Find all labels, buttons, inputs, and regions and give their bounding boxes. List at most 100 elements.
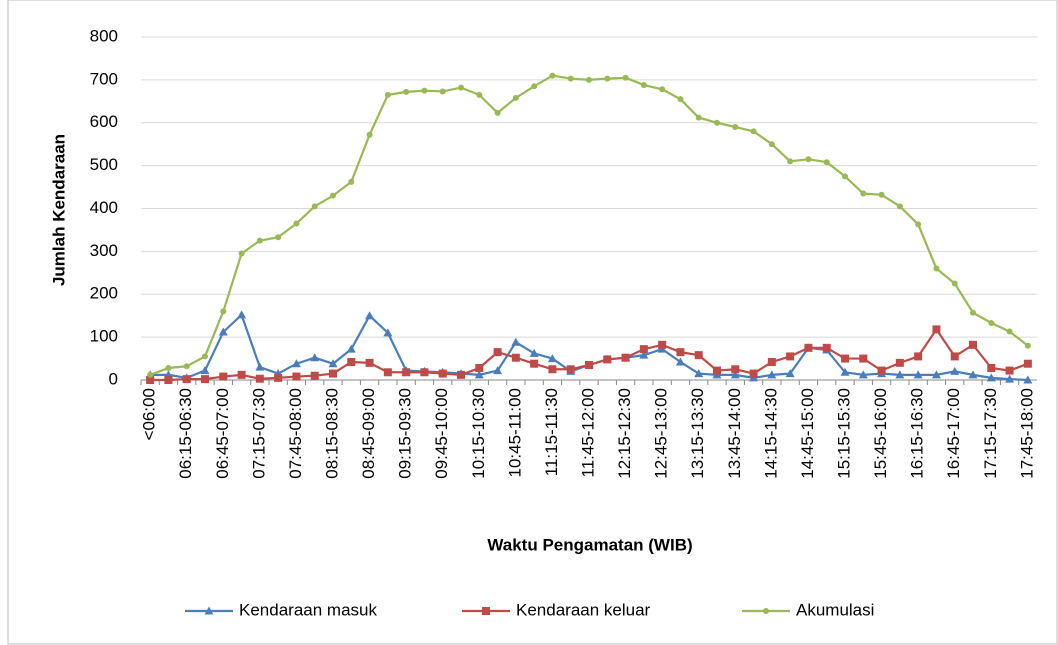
marker — [511, 337, 521, 346]
marker — [1005, 374, 1015, 383]
x-tick-label: 13:15-13:30 — [688, 388, 707, 479]
marker — [165, 364, 172, 371]
marker — [658, 340, 667, 349]
marker — [220, 308, 227, 315]
marker — [604, 75, 611, 82]
x-tick-label: 10:45-11:00 — [505, 388, 524, 477]
marker — [621, 353, 630, 362]
x-tick-label: 14:15-14:30 — [761, 388, 780, 479]
marker — [787, 158, 794, 165]
y-tick-label: 500 — [90, 155, 118, 174]
marker — [896, 203, 903, 210]
marker — [915, 221, 922, 228]
marker — [346, 344, 356, 353]
marker — [438, 369, 447, 378]
marker — [859, 354, 868, 363]
marker — [493, 366, 503, 375]
x-tick-label: 12:45-13:00 — [652, 388, 671, 479]
marker — [713, 366, 721, 375]
marker — [348, 178, 355, 185]
marker — [146, 376, 155, 384]
legend-label: Kendaraan masuk — [239, 600, 377, 619]
y-tick-label: 0 — [109, 369, 118, 388]
marker — [204, 606, 214, 615]
x-tick-label: 08:15-08:30 — [322, 388, 341, 479]
marker — [474, 370, 484, 379]
marker — [457, 370, 465, 379]
marker — [512, 94, 519, 101]
marker — [804, 343, 813, 352]
y-tick-label: 800 — [90, 26, 118, 45]
marker — [482, 607, 490, 615]
marker — [749, 369, 758, 378]
marker — [237, 310, 247, 319]
marker — [402, 368, 411, 377]
marker — [987, 363, 996, 372]
frame — [7, 0, 1058, 645]
marker — [913, 370, 923, 379]
marker — [476, 91, 483, 98]
marker — [330, 192, 336, 199]
x-tick-label: 16:45-17:00 — [944, 388, 963, 479]
y-tick-label: 700 — [90, 69, 118, 88]
x-tick-label: 09:45-10:00 — [432, 388, 451, 479]
marker — [732, 124, 739, 131]
marker — [310, 353, 320, 362]
marker — [200, 366, 210, 375]
marker — [293, 220, 300, 227]
marker — [640, 82, 647, 89]
marker — [786, 352, 795, 361]
y-tick-label: 100 — [90, 327, 118, 346]
marker — [675, 357, 685, 366]
marker — [823, 159, 830, 166]
marker — [458, 84, 464, 91]
marker — [329, 369, 337, 378]
marker — [238, 250, 245, 257]
marker — [365, 358, 374, 367]
marker — [603, 355, 612, 364]
x-tick-label: 08:45-09:00 — [359, 388, 378, 479]
marker — [255, 362, 265, 371]
x-tick-label: 06:45-07:00 — [213, 388, 232, 479]
marker — [731, 365, 740, 374]
marker — [694, 369, 704, 378]
marker — [695, 114, 702, 121]
marker — [218, 327, 228, 336]
x-tick-label: 06:15-06:30 — [176, 388, 195, 479]
marker — [950, 366, 960, 375]
marker — [511, 353, 520, 362]
marker — [439, 88, 446, 95]
x-tick-label: 17:45-18:00 — [1017, 388, 1036, 479]
marker — [182, 375, 191, 384]
marker — [1005, 366, 1014, 375]
marker — [1023, 359, 1032, 368]
marker — [567, 75, 574, 82]
marker — [714, 119, 720, 126]
marker — [950, 352, 959, 361]
marker — [877, 366, 886, 375]
y-tick-label: 200 — [90, 284, 118, 303]
y-axis-title: Jumlah Kendaraan — [49, 134, 68, 286]
marker — [914, 352, 923, 361]
marker — [968, 370, 978, 379]
marker — [256, 237, 263, 244]
marker — [840, 367, 850, 376]
marker — [676, 348, 685, 357]
marker — [529, 348, 539, 357]
marker — [858, 370, 868, 379]
marker — [639, 350, 649, 359]
marker — [365, 311, 375, 320]
marker — [566, 365, 575, 374]
marker — [988, 319, 995, 326]
x-tick-label: 16:15-16:30 — [908, 388, 927, 479]
marker — [763, 608, 769, 614]
marker — [933, 265, 940, 272]
marker — [842, 173, 848, 180]
marker — [549, 72, 556, 79]
marker — [292, 372, 301, 381]
marker — [822, 343, 831, 352]
marker — [164, 376, 173, 384]
marker — [366, 131, 373, 138]
marker — [219, 372, 228, 381]
